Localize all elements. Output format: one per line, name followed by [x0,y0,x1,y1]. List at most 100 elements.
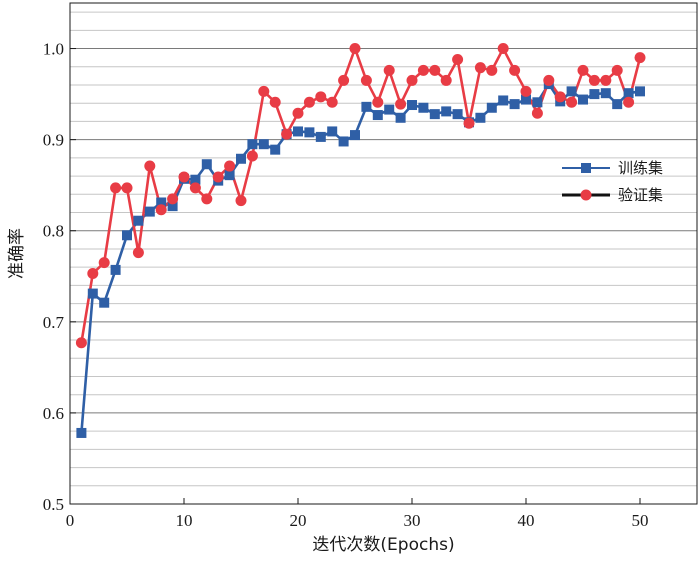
legend-label-1: 训练集 [618,159,663,177]
validation-point [189,182,201,194]
train-point [224,170,235,181]
y-tick-label: 0.5 [43,495,64,514]
validation-point [611,64,623,76]
train-point [600,88,611,99]
x-tick-label: 10 [176,511,193,530]
validation-point [132,247,144,259]
y-tick-label: 0.8 [43,222,64,241]
train-point [612,99,623,110]
y-tick-label: 0.9 [43,131,64,150]
train-point [338,136,349,147]
validation-point [224,160,236,172]
validation-point [281,128,293,140]
y-tick-label: 0.7 [43,313,65,332]
validation-point [440,74,452,86]
x-tick-label: 20 [290,511,307,530]
train-point [441,106,452,117]
train-point [315,131,326,142]
validation-point [395,98,407,110]
validation-point [292,107,304,119]
train-point [350,130,360,141]
train-point [372,110,383,121]
train-point [521,94,531,105]
validation-point [201,193,213,205]
validation-point [212,171,224,183]
validation-point [98,257,110,269]
validation-point [543,74,555,86]
x-tick-label: 50 [632,511,649,530]
train-point [429,109,440,120]
validation-point [75,337,87,349]
validation-point [600,74,612,86]
train-point [190,174,201,185]
train-point [258,139,269,150]
validation-point [121,182,133,194]
plot-frame [69,2,698,505]
train-point [87,288,98,299]
validation-point [429,64,441,76]
series-line-1 [80,82,641,434]
validation-point [634,52,646,64]
train-point [76,427,87,438]
validation-point [326,96,338,108]
validation-point [303,96,315,108]
train-point [635,86,645,97]
train-point [122,230,132,241]
validation-point [372,96,384,108]
train-point [475,112,486,123]
train-point [395,112,406,123]
validation-point [486,64,498,76]
train-point [509,99,520,110]
train-point [578,94,588,105]
validation-point [554,91,566,103]
train-point [384,104,395,115]
validation-point [417,64,429,76]
validation-point [269,96,281,108]
series-line-2 [80,47,642,343]
validation-point [155,204,167,216]
train-point [167,201,178,212]
train-point [566,86,577,97]
axis-ticks: 0 10 20 30 40 50 0.5 0.6 0.7 0.8 0.9 1.0 [43,40,649,530]
validation-point [258,85,270,97]
validation-point [531,107,543,119]
validation-point [383,64,395,76]
validation-point [406,74,418,86]
validation-point [474,62,486,74]
train-point [589,89,600,100]
validation-point [463,117,475,129]
legend-square-marker [581,163,591,173]
validation-point [452,53,464,65]
validation-point [497,43,509,55]
train-point [201,159,212,170]
train-point [623,88,634,99]
legend-label-2: 验证集 [618,186,663,204]
train-point [532,97,543,108]
y-tick-label: 1.0 [43,40,64,59]
train-point [304,127,315,138]
validation-point [520,85,532,97]
train-point [133,215,144,226]
y-tick-label: 0.6 [43,404,64,423]
y-axis-title: 准确率 [7,228,27,279]
validation-point [566,96,578,108]
train-point [418,102,429,113]
train-point [407,100,417,111]
train-point [99,297,110,308]
train-point [144,206,155,217]
validation-point [349,43,361,55]
validation-point [623,96,635,108]
validation-point [315,91,327,103]
validation-point [588,74,600,86]
validation-point [509,64,521,76]
train-point [236,153,246,164]
train-point [270,144,281,155]
validation-point [178,171,190,183]
series-markers [75,43,646,438]
x-tick-label: 30 [404,511,421,530]
validation-point [110,182,122,194]
train-point [293,126,303,137]
train-point [247,139,258,150]
